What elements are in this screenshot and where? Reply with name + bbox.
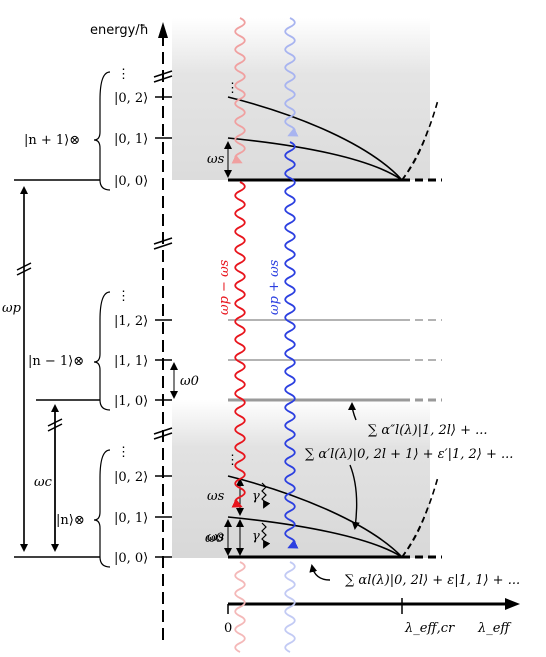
- blue-transition-label: ωp + ωs: [267, 259, 282, 315]
- lower-state-2: |0, 2⟩: [114, 470, 148, 485]
- lower-state-0: |0, 0⟩: [114, 551, 148, 566]
- middle-prefix: |n − 1⟩⊗: [28, 354, 84, 369]
- x-tick-zero: 0: [224, 621, 232, 636]
- annotation-prime: ∑ α′l(λ)|0, 2l + 1⟩ + ε′|1, 2⟩ + ...: [305, 447, 513, 462]
- blue-photon-top: [284, 17, 299, 137]
- gamma-label-2: γ: [252, 529, 260, 544]
- omega-p-label: ωp: [2, 301, 22, 316]
- gamma-squiggle-1: [261, 482, 271, 509]
- omega-0-middle-label: ω0: [180, 374, 199, 389]
- upper-state-2: |0, 2⟩: [114, 91, 148, 106]
- red-photon-top: [231, 17, 246, 164]
- gamma-label-1: γ: [252, 489, 260, 504]
- lower-dots: ⋮: [226, 453, 239, 468]
- upper-level-1-curve: [227, 137, 403, 181]
- svg-text:⋮: ⋮: [117, 289, 130, 304]
- omega-s-lower-label-2: ωs: [207, 530, 225, 545]
- lower-level-2-curve: [227, 475, 403, 558]
- red-photon-bottom: [234, 561, 246, 653]
- gamma-squiggle-2: [261, 522, 271, 549]
- annotation-plain: ∑ αl(λ)|0, 2l⟩ + ε|1, 1⟩ + ...: [345, 573, 520, 588]
- svg-text:⋮: ⋮: [117, 67, 130, 82]
- middle-state-0: |1, 0⟩: [114, 394, 148, 409]
- annotation-double-prime: ∑ α″l(λ)|1, 2l⟩ + ...: [368, 423, 488, 438]
- x-axis-label: λ_eff: [477, 621, 512, 636]
- middle-state-1: |1, 1⟩: [114, 354, 148, 369]
- lower-state-1: |0, 1⟩: [114, 511, 148, 526]
- blue-photon-bottom: [284, 561, 296, 653]
- middle-state-2: |1, 2⟩: [114, 314, 148, 329]
- lower-shade: [172, 400, 430, 558]
- lower-level-1-curve: [227, 516, 403, 558]
- lower-prefix: |n⟩⊗: [56, 513, 85, 528]
- upper-level-2-curve: [227, 96, 403, 181]
- upper-shade: [172, 18, 430, 180]
- omega-s-lower-label-1: ωs: [207, 489, 225, 504]
- axis-break-marks: [153, 70, 173, 440]
- omega-c-label: ωc: [34, 475, 53, 490]
- red-transition-label: ωp − ωs: [217, 259, 232, 315]
- upper-state-0: |0, 0⟩: [114, 174, 148, 189]
- red-photon: [231, 181, 246, 508]
- upper-state-1: |0, 1⟩: [114, 132, 148, 147]
- energy-axis-arrowhead: [158, 22, 168, 38]
- axis-ticks: [155, 96, 172, 558]
- svg-text:⋮: ⋮: [117, 445, 130, 460]
- y-axis-label: energy/ħ: [90, 23, 149, 38]
- blue-photon: [284, 141, 299, 549]
- omega-s-upper-label: ωs: [207, 152, 225, 167]
- omega-0-lower-label: ω0: [205, 531, 224, 546]
- upper-prefix: |n + 1⟩⊗: [24, 133, 80, 148]
- x-tick-critical: λ_eff,cr: [404, 621, 455, 636]
